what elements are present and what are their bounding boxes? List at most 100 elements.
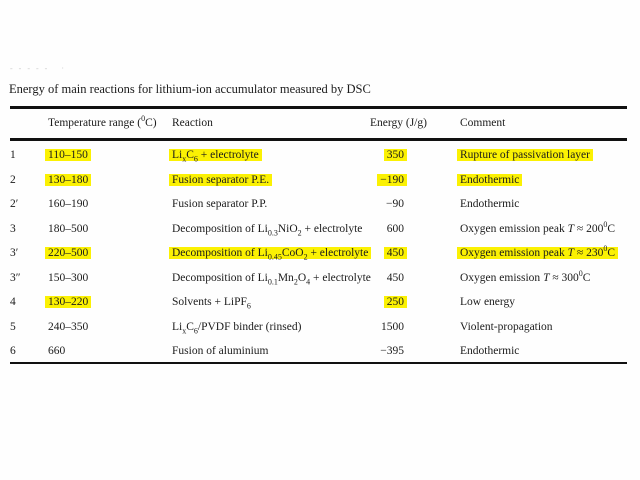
- temp-value-highlighted: 220–500: [45, 247, 92, 259]
- table-row: 3″ 150–300 Decomposition of Li0.1Mn2O4 + e…: [10, 269, 627, 294]
- header-cell-comment: Comment: [460, 117, 506, 129]
- cell-row-id: 1: [10, 149, 16, 161]
- cell-row-id: 3′: [10, 247, 19, 259]
- cell-row-id: 4: [10, 296, 16, 308]
- cell-temp: 110–150: [45, 148, 168, 163]
- reaction-value-highlighted: Fusion separator P.E.: [169, 173, 273, 186]
- table-row: 3′ 220–500 Decomposition of Li0.45CoO2 + e…: [10, 244, 627, 269]
- header-cell-energy: Energy (J/g): [370, 117, 427, 129]
- comment-value-highlighted: Endothermic: [457, 173, 523, 186]
- cell-comment: Oxygen emission peak T ≈ 2000C: [460, 219, 627, 237]
- comment-value: Endothermic: [460, 345, 520, 357]
- cell-temp: 150–300: [48, 271, 168, 286]
- table-row: 3 180–500 Decomposition of Li0.3NiO2 + ele…: [10, 220, 627, 245]
- reaction-value: Fusion of aluminium: [172, 345, 269, 357]
- cell-comment: Violent-propagation: [460, 320, 627, 335]
- energy-value: 1500: [381, 320, 404, 333]
- temp-value: 240–350: [48, 320, 89, 333]
- cell-row-id: 5: [10, 320, 16, 333]
- table-row: 2′ 160–190 Fusion separator P.P. −90 Endothe…: [10, 195, 627, 220]
- cell-reaction: Fusion of aluminium: [172, 344, 372, 359]
- cell-energy: −90: [340, 197, 404, 212]
- cell-reaction: Decomposition of Li0.1Mn2O4 + electrolyt…: [172, 271, 372, 286]
- reaction-value: Fusion separator P.P.: [172, 198, 268, 210]
- temp-value-highlighted: 110–150: [45, 149, 91, 161]
- table-header-rule: [10, 138, 627, 141]
- cell-energy: 600: [340, 222, 404, 237]
- cell-comment: Oxygen emission peak T ≈ 2300C: [457, 245, 627, 261]
- table-row: 2 130–180 Fusion separator P.E. −190 Endothe…: [10, 171, 627, 196]
- temp-value: 180–500: [48, 222, 89, 235]
- energy-value: 450: [386, 271, 404, 284]
- energy-value-highlighted: 250: [383, 296, 407, 308]
- cropped-text-fragment: - - - - - ·: [10, 64, 66, 73]
- cell-energy: −395: [340, 344, 404, 359]
- cell-comment: Endothermic: [457, 173, 627, 188]
- comment-value-highlighted: Rupture of passivation layer: [457, 149, 593, 161]
- cell-comment: Endothermic: [460, 344, 627, 359]
- cell-reaction: Decomposition of Li0.45CoO2 + electrolyt…: [169, 246, 372, 261]
- cell-row-id: 6: [10, 345, 16, 357]
- table-top-rule: [10, 106, 627, 109]
- cell-reaction: Fusion separator P.P.: [172, 197, 372, 212]
- table-caption: Energy of main reactions for lithium-ion…: [9, 82, 371, 96]
- cell-reaction: Solvents + LiPF6: [172, 295, 372, 310]
- comment-value: Low energy: [460, 296, 516, 308]
- temp-value: 150–300: [48, 271, 89, 284]
- reaction-value: Decomposition of Li0.3NiO2 + electrolyte: [172, 222, 363, 237]
- temp-value: 160–190: [48, 198, 89, 210]
- table-row: 5 240–350 LixC6/PVDF binder (rinsed) 1500 Vi…: [10, 318, 627, 343]
- cell-temp: 240–350: [48, 320, 168, 335]
- reaction-value: Decomposition of Li0.1Mn2O4 + electrolyt…: [172, 271, 371, 286]
- energy-value: 600: [386, 222, 404, 235]
- cell-energy: 350: [340, 148, 407, 163]
- energy-value: −90: [386, 198, 404, 210]
- comment-value: Violent-propagation: [460, 320, 553, 333]
- comment-value: Endothermic: [460, 198, 520, 210]
- energy-value-highlighted: 350: [383, 149, 407, 161]
- cell-row-id: 2: [10, 173, 16, 186]
- cell-energy: 450: [340, 271, 404, 286]
- temp-value-highlighted: 130–220: [45, 296, 92, 308]
- table-row: 6 660 Fusion of aluminium −395 Endothermic: [10, 342, 627, 367]
- cell-row-id: 3: [10, 222, 16, 235]
- header-cell-temp: Temperature range (0C): [48, 114, 157, 129]
- energy-value-highlighted: 450: [383, 247, 407, 259]
- comment-value: Oxygen emission T ≈ 3000C: [460, 268, 591, 284]
- cell-row-id: 3″: [10, 271, 21, 284]
- cell-comment: Rupture of passivation layer: [457, 148, 627, 163]
- cell-energy: 450: [340, 246, 407, 261]
- cell-temp: 160–190: [48, 197, 168, 212]
- table-body: 1 110–150 LixC6 + electrolyte 350 Rupture of…: [10, 146, 627, 367]
- cell-comment: Endothermic: [460, 197, 627, 212]
- header-cell-reaction: Reaction: [172, 117, 213, 129]
- cell-reaction: Fusion separator P.E.: [169, 173, 372, 188]
- cell-comment: Low energy: [460, 295, 627, 310]
- comment-value: Oxygen emission peak T ≈ 2000C: [460, 219, 616, 235]
- temp-value-highlighted: 130–180: [45, 173, 92, 186]
- reaction-value-highlighted: LixC6 + electrolyte: [169, 149, 262, 163]
- energy-value: −395: [380, 345, 404, 357]
- comment-value-highlighted: Oxygen emission peak T ≈ 2300C: [457, 245, 619, 259]
- cell-energy: 1500: [340, 320, 404, 335]
- cell-temp: 130–220: [45, 295, 168, 310]
- cell-temp: 180–500: [48, 222, 168, 237]
- cell-energy: 250: [340, 295, 407, 310]
- energy-value-highlighted: −190: [377, 173, 407, 186]
- reaction-value-highlighted: Decomposition of Li0.45CoO2 + electrolyt…: [169, 247, 372, 261]
- cell-row-id: 2′: [10, 198, 19, 210]
- table-row: 1 110–150 LixC6 + electrolyte 350 Rupture of…: [10, 146, 627, 171]
- table-row: 4 130–220 Solvents + LiPF6 250 Low energy: [10, 293, 627, 318]
- table-bottom-rule: [10, 362, 627, 364]
- reaction-value: LixC6/PVDF binder (rinsed): [172, 320, 302, 335]
- temp-value: 660: [48, 345, 66, 357]
- cell-comment: Oxygen emission T ≈ 3000C: [460, 268, 627, 286]
- cell-reaction: LixC6 + electrolyte: [169, 148, 372, 163]
- cell-temp: 220–500: [45, 246, 168, 261]
- reaction-value: Solvents + LiPF6: [172, 296, 251, 311]
- cell-energy: −190: [340, 173, 407, 188]
- cell-reaction: Decomposition of Li0.3NiO2 + electrolyte: [172, 222, 372, 237]
- table-header-row: Temperature range (0C) Reaction Energy (J/…: [10, 114, 627, 138]
- cell-reaction: LixC6/PVDF binder (rinsed): [172, 320, 372, 335]
